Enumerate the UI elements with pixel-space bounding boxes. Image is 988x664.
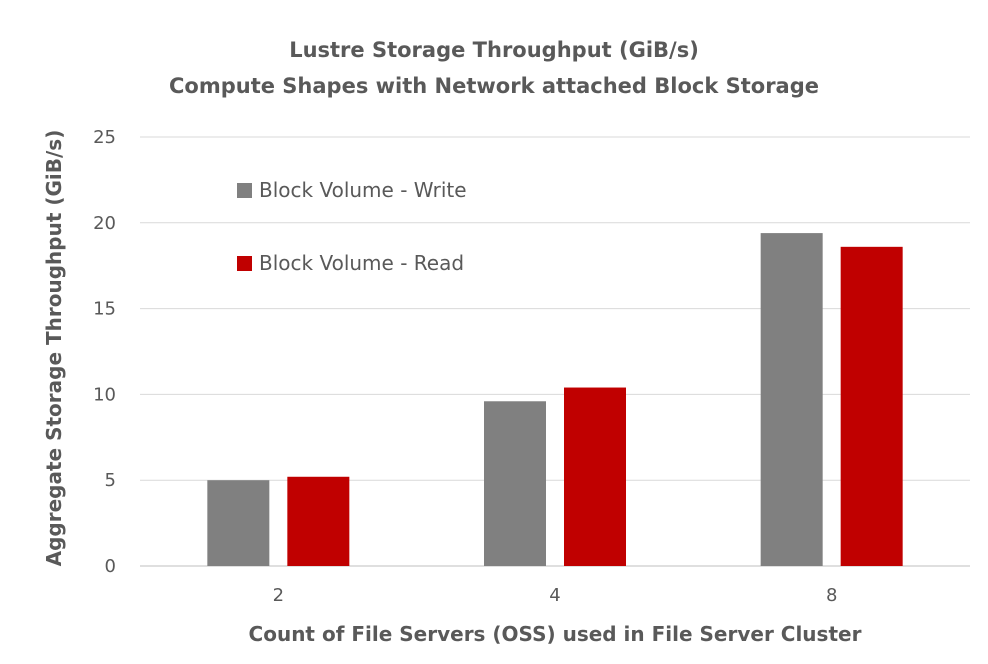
legend-label-write: Block Volume - Write <box>259 178 467 202</box>
bar-read-4 <box>564 387 626 566</box>
legend-label-read: Block Volume - Read <box>259 251 465 275</box>
bar-read-2 <box>287 476 350 566</box>
bar-write-2 <box>207 480 270 566</box>
y-tick-label: 5 <box>105 470 116 491</box>
x-tick-label: 8 <box>826 585 837 606</box>
y-tick-label: 0 <box>105 556 116 577</box>
legend-swatch-write <box>237 182 252 198</box>
chart-title: Lustre Storage Throughput (GiB/s) <box>289 38 699 62</box>
chart-subtitle: Compute Shapes with Network attached Blo… <box>169 74 819 98</box>
legend-item-write: Block Volume - Write <box>237 178 467 202</box>
bar-write-4 <box>484 401 546 566</box>
x-tick-label: 2 <box>273 585 284 606</box>
y-tick-label: 10 <box>93 384 116 405</box>
y-axis-label: Aggregate Storage Throughput (GiB/s) <box>42 129 66 567</box>
y-tick-label: 25 <box>93 127 116 148</box>
x-tick-label: 4 <box>549 585 560 606</box>
bar-read-8 <box>840 246 903 566</box>
legend-swatch-read <box>237 255 252 271</box>
legend-item-read: Block Volume - Read <box>237 251 464 275</box>
x-axis-label: Count of File Servers (OSS) used in File… <box>248 622 862 646</box>
y-tick-label: 20 <box>93 213 116 234</box>
bar-write-8 <box>760 233 823 566</box>
y-tick-label: 15 <box>93 299 116 320</box>
